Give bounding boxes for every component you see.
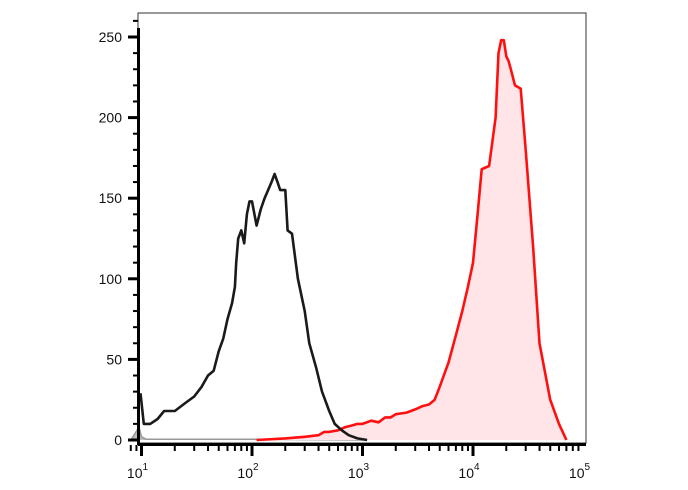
control-histogram-line xyxy=(139,172,368,442)
y-tick-label: 250 xyxy=(99,29,123,45)
x-tick-exponent: 5 xyxy=(585,462,591,473)
y-axis-ticks: 0 50 100 150 200 250 xyxy=(99,19,138,448)
x-axis-ticks: 101 102 103 104 105 xyxy=(127,445,591,481)
x-tick-label: 101 xyxy=(127,462,149,481)
x-tick-label: 102 xyxy=(237,462,259,481)
x-tick-exponent: 1 xyxy=(143,462,149,473)
x-tick-label: 104 xyxy=(458,462,480,481)
x-tick-label: 105 xyxy=(569,462,591,481)
y-tick-label: 200 xyxy=(99,110,123,126)
stained-histogram-line xyxy=(256,38,568,442)
series-fill-1 xyxy=(256,40,567,440)
y-tick-label: 100 xyxy=(99,271,123,287)
x-tick-exponent: 3 xyxy=(364,462,370,473)
x-tick-exponent: 2 xyxy=(253,462,259,473)
y-tick-label: 150 xyxy=(99,190,123,206)
y-tick-label: 50 xyxy=(106,351,122,367)
x-tick-label: 103 xyxy=(348,462,370,481)
x-tick-exponent: 4 xyxy=(474,462,480,473)
y-tick-label: 0 xyxy=(114,432,122,448)
